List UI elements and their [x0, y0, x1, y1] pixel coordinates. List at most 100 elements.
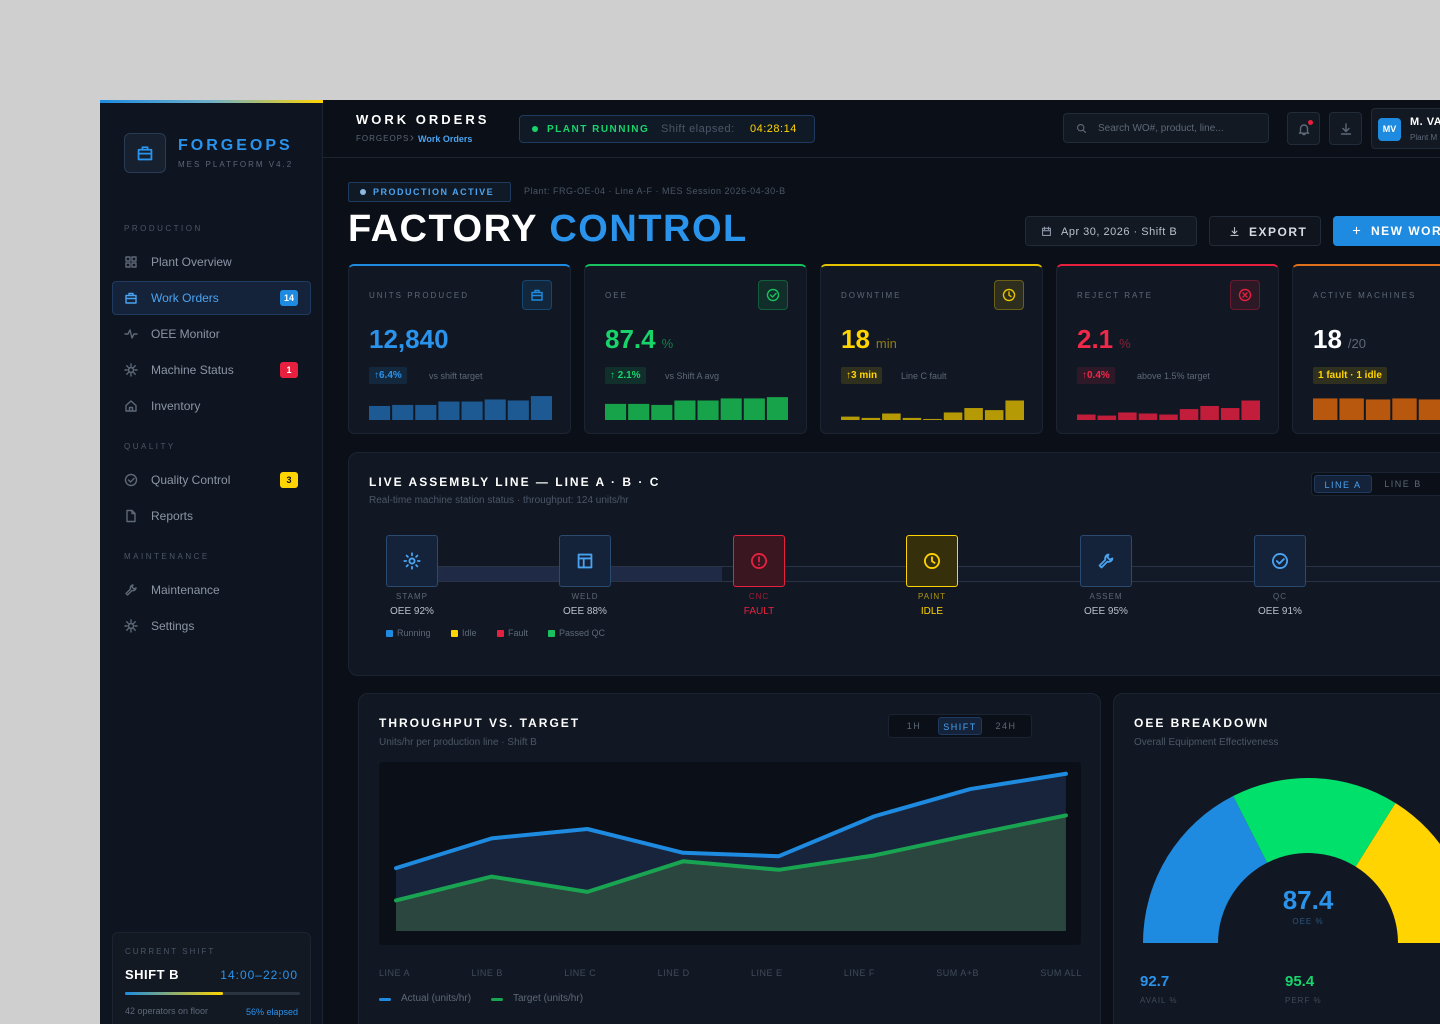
kpi-delta: ↑0.4% — [1077, 367, 1115, 384]
nav-item[interactable]: Plant Overview — [151, 255, 232, 269]
export-button[interactable]: EXPORT — [1209, 216, 1321, 246]
icon-shape — [137, 146, 153, 161]
search[interactable]: Search WO#, product, line... — [1063, 113, 1269, 143]
nav-item[interactable]: Maintenance — [151, 583, 220, 597]
page-title: WORK ORDERS — [356, 112, 490, 127]
elapsed-label: Shift elapsed: — [661, 123, 735, 135]
x-tick-label: SUM ALL — [1040, 968, 1082, 978]
kpi-label: ACTIVE MACHINES — [1313, 291, 1417, 300]
nav-section-title: MAINTENANCE — [124, 552, 210, 561]
kpi-value-row: 87.4% — [605, 324, 673, 355]
kpi-unit: /20 — [1347, 336, 1366, 351]
icon-shape — [125, 400, 137, 412]
nav-active-bg — [112, 281, 311, 315]
nav-item[interactable]: Machine Status — [151, 363, 234, 377]
shift-card: CURRENT SHIFT SHIFT B 14:00–22:00 42 operat… — [112, 932, 311, 1024]
oee-stat-value: 92.7 — [1140, 973, 1170, 990]
kpi-value: 18 — [1313, 324, 1342, 354]
icon — [531, 289, 543, 301]
icon — [924, 553, 940, 569]
nav-item[interactable]: Reports — [151, 509, 194, 523]
icon — [1230, 227, 1239, 236]
range-tab[interactable]: SHIFT — [938, 717, 982, 735]
kpi-icon — [994, 280, 1024, 310]
icon — [1077, 124, 1086, 133]
spark-bar — [530, 396, 552, 420]
icon — [125, 292, 137, 304]
station[interactable] — [906, 535, 958, 587]
station-status: FAULT — [743, 606, 775, 617]
nav-item[interactable]: Quality Control — [151, 473, 231, 487]
station[interactable] — [1254, 535, 1306, 587]
x-tick-label: LINE C — [564, 968, 597, 978]
gauge-segment — [1233, 778, 1396, 867]
icon-shape — [1098, 553, 1114, 569]
oee-value: 87.4 — [1282, 885, 1334, 915]
shift-progress-fill — [125, 992, 223, 995]
spark-bar — [1005, 400, 1024, 420]
chart-title: THROUGHPUT VS. TARGET — [379, 716, 581, 730]
nav-item[interactable]: Work Orders — [151, 291, 219, 305]
user-role: Plant M — [1410, 133, 1438, 142]
icon-shape — [1298, 124, 1310, 136]
search-placeholder: Search WO#, product, line... — [1098, 123, 1224, 134]
station[interactable] — [733, 535, 785, 587]
oee-stat-label: AVAIL % — [1140, 996, 1178, 1005]
spark-bar — [1313, 398, 1338, 420]
icon — [125, 256, 137, 268]
legend-label: Passed QC — [559, 628, 606, 638]
icon — [410, 135, 414, 141]
assembly-panel: LIVE ASSEMBLY LINE — LINE A · B · C Real-… — [348, 452, 1440, 676]
station[interactable] — [1080, 535, 1132, 587]
icon-shape — [124, 619, 138, 633]
spark-bar — [923, 418, 942, 420]
kpi-value: 2.1 — [1077, 324, 1114, 354]
icon — [1002, 288, 1016, 302]
kpi-unit: min — [875, 336, 897, 351]
kpi-label: REJECT RATE — [1077, 291, 1153, 300]
spark-bar — [651, 404, 673, 420]
icon — [1098, 553, 1114, 569]
range-tab[interactable]: 1H — [906, 721, 922, 731]
user-menu[interactable]: MV M. VA Plant M — [1371, 108, 1440, 149]
line-tab[interactable]: LINE B — [1384, 479, 1422, 489]
tag-text: PRODUCTION ACTIVE — [373, 187, 495, 197]
series-line — [394, 771, 1068, 871]
new-button[interactable]: NEW WOR — [1333, 216, 1440, 246]
status-text: PLANT RUNNING — [547, 124, 650, 135]
nav-item[interactable]: Inventory — [151, 399, 201, 413]
kpi-card: REJECT RATE 2.1% ↑0.4% above 1.5% target — [1056, 264, 1279, 434]
date-picker[interactable]: Apr 30, 2026 · Shift B — [1025, 216, 1197, 246]
hero-title: FACTORY CONTROL — [348, 208, 748, 251]
kpi-label: OEE — [605, 291, 628, 300]
icon-shape — [1042, 226, 1051, 236]
icon — [1272, 553, 1288, 569]
icon-shape — [125, 292, 137, 304]
range-tab[interactable]: 24H — [995, 721, 1017, 731]
kpi-card: OEE 87.4% ↑ 2.1% vs Shift A avg — [584, 264, 807, 434]
icon-shape — [751, 553, 767, 569]
kpi-card: UNITS PRODUCED 12,840 ↑6.4% vs shift target — [348, 264, 571, 434]
station[interactable] — [559, 535, 611, 587]
nav-item[interactable]: Settings — [151, 619, 195, 633]
sparkline — [1077, 400, 1260, 420]
icon-shape — [124, 329, 138, 339]
station-status: OEE 91% — [1258, 606, 1302, 617]
kpi-unit: % — [661, 336, 674, 351]
kpi-label: UNITS PRODUCED — [369, 291, 470, 300]
icon — [125, 584, 137, 596]
download-button[interactable] — [1329, 112, 1362, 145]
notifications-button[interactable] — [1287, 112, 1320, 145]
kpi-value-row: 12,840 — [369, 324, 449, 355]
icon-shape — [124, 473, 138, 487]
nav-item[interactable]: OEE Monitor — [151, 327, 220, 341]
station-name: WELD — [571, 592, 599, 601]
line-tab[interactable]: LINE A — [1314, 475, 1372, 493]
station[interactable] — [386, 535, 438, 587]
kpi-value-row: 18 min — [841, 324, 897, 355]
breadcrumb-current: Work Orders — [418, 134, 473, 144]
icon-shape — [1340, 123, 1352, 135]
icon — [766, 288, 780, 302]
kpi-note: vs Shift A avg — [665, 371, 720, 381]
